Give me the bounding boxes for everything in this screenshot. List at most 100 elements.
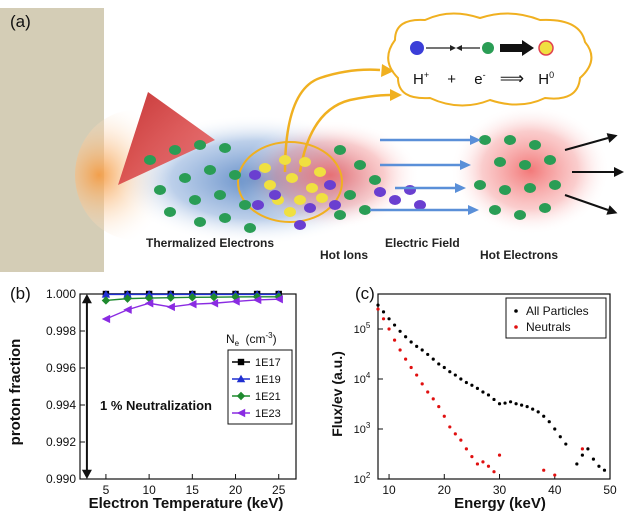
electron-particle [334,210,346,220]
panel-c-label: (c) [355,284,375,303]
chart-c-point [558,435,562,439]
chart-c-point [453,373,457,377]
neutral-particle [294,220,306,230]
chart-c-legend-label: All Particles [526,304,589,318]
hot-electron-glow [450,105,610,235]
chart-b-point [123,305,132,314]
chart-b-point [237,358,245,366]
chart-c-point [442,365,446,370]
chart-c-xtick-label: 40 [548,483,562,497]
neutralization-arrowhead-top [81,294,92,304]
electron-particle [239,200,251,210]
neutralization-arrowhead-bottom [81,469,92,479]
ion-particle [259,163,271,173]
particles-group [144,135,561,233]
panel-a-label: (a) [10,12,31,31]
chart-c-point [464,380,468,385]
chart-c-ytick-label: 103 [354,421,371,436]
ion-particle [294,195,306,205]
electron-particle [164,207,176,217]
electron-particle [489,205,501,215]
chart-c-point [448,370,452,374]
chart-c-point [442,414,446,418]
chart-b-xlabel: Electron Temperature (keV) [89,495,284,512]
chart-c-point [481,390,485,394]
chart-c-point [431,357,435,361]
ion-particle [306,183,318,193]
bubble-big-arrow [500,40,534,56]
ion-path-arrowhead-2 [390,89,402,101]
chart-c-point [542,468,546,472]
chart-c-point [387,327,391,331]
chart-b-point [236,408,246,418]
bubble-arrowhead-left [456,45,462,51]
chart-b-point [101,290,111,298]
chart-c-point [404,335,408,339]
chart-c-point [464,447,468,451]
chart-c-point [575,462,579,466]
chart-c-point [497,402,502,406]
chart-b-ytick-label: 0.998 [46,324,76,338]
chart-c-point [448,425,452,429]
chart-c-point [514,402,518,406]
chart-b-xtick-label: 15 [186,483,200,497]
chart-c-point [586,447,590,451]
chart-c-point [580,453,584,457]
electron-particle [494,157,506,167]
bubble-neutral [538,40,554,56]
electron-particle [539,203,551,213]
chart-b-point [236,374,246,383]
chart-b-annotation: 1 % Neutralization [100,398,212,413]
chart-c-point [542,414,546,418]
chart-c-xtick-label: 10 [382,483,396,497]
chart-b-point [144,290,154,298]
chart-c-legend-label: Neutrals [526,320,571,334]
label-hot-electrons: Hot Electrons [480,248,559,262]
chart-c-point [591,457,596,461]
electron-particle [229,170,241,180]
chart-b-point [123,290,132,298]
electron-particle [154,185,166,195]
electron-particle [189,195,201,205]
bubble-electron [482,42,494,54]
panel-a: H+ + e- ⟹ H0 (a) Thermalized Electrons H… [0,8,624,272]
chart-c-point [492,470,496,474]
chart-c-point [470,383,474,387]
chart-b-point [188,293,197,302]
chart-c-point [404,357,408,361]
electron-particle [204,165,216,175]
electron-particle [219,213,231,223]
chart-b-point [252,295,262,305]
label-thermalized-electrons: Thermalized Electrons [146,236,275,250]
chart-c-point [497,453,502,457]
neutral-particle [329,200,341,210]
hot-electron-arrowhead [606,205,618,215]
electron-particle [244,223,256,233]
chart-b-point [274,292,283,301]
electron-particle [499,185,511,195]
label-hot-ions: Hot Ions [320,248,368,262]
field-arrowhead [470,135,481,145]
chart-b-xtick-label: 10 [142,483,156,497]
chart-c-point [492,397,496,402]
electron-particle [214,190,226,200]
electron-particle [474,180,486,190]
ion-path-arrowhead-1 [381,64,394,77]
chart-c-ylabel: Flux/ev (a.u.) [329,351,345,437]
chart-c-point [381,317,386,321]
chart-b-legend-title: Ne (cm-3) [226,331,277,349]
chart-c-xtick-label: 50 [603,483,617,497]
electron-particle [544,155,556,165]
chart-b-legend-label: 1E17 [255,357,281,369]
chart-c-point [486,464,491,468]
chart-c-point [398,329,402,333]
chart-c-point [470,455,474,459]
hot-electron-arrow-line [564,194,609,211]
electron-particle [479,135,491,145]
chart-b-point [101,314,111,324]
chart-c-xtick-label: 30 [493,483,507,497]
chart-b-xtick-label: 20 [229,483,243,497]
chart-c-point [508,400,513,404]
ion-particle [316,193,328,203]
chart-c-point [525,405,529,409]
